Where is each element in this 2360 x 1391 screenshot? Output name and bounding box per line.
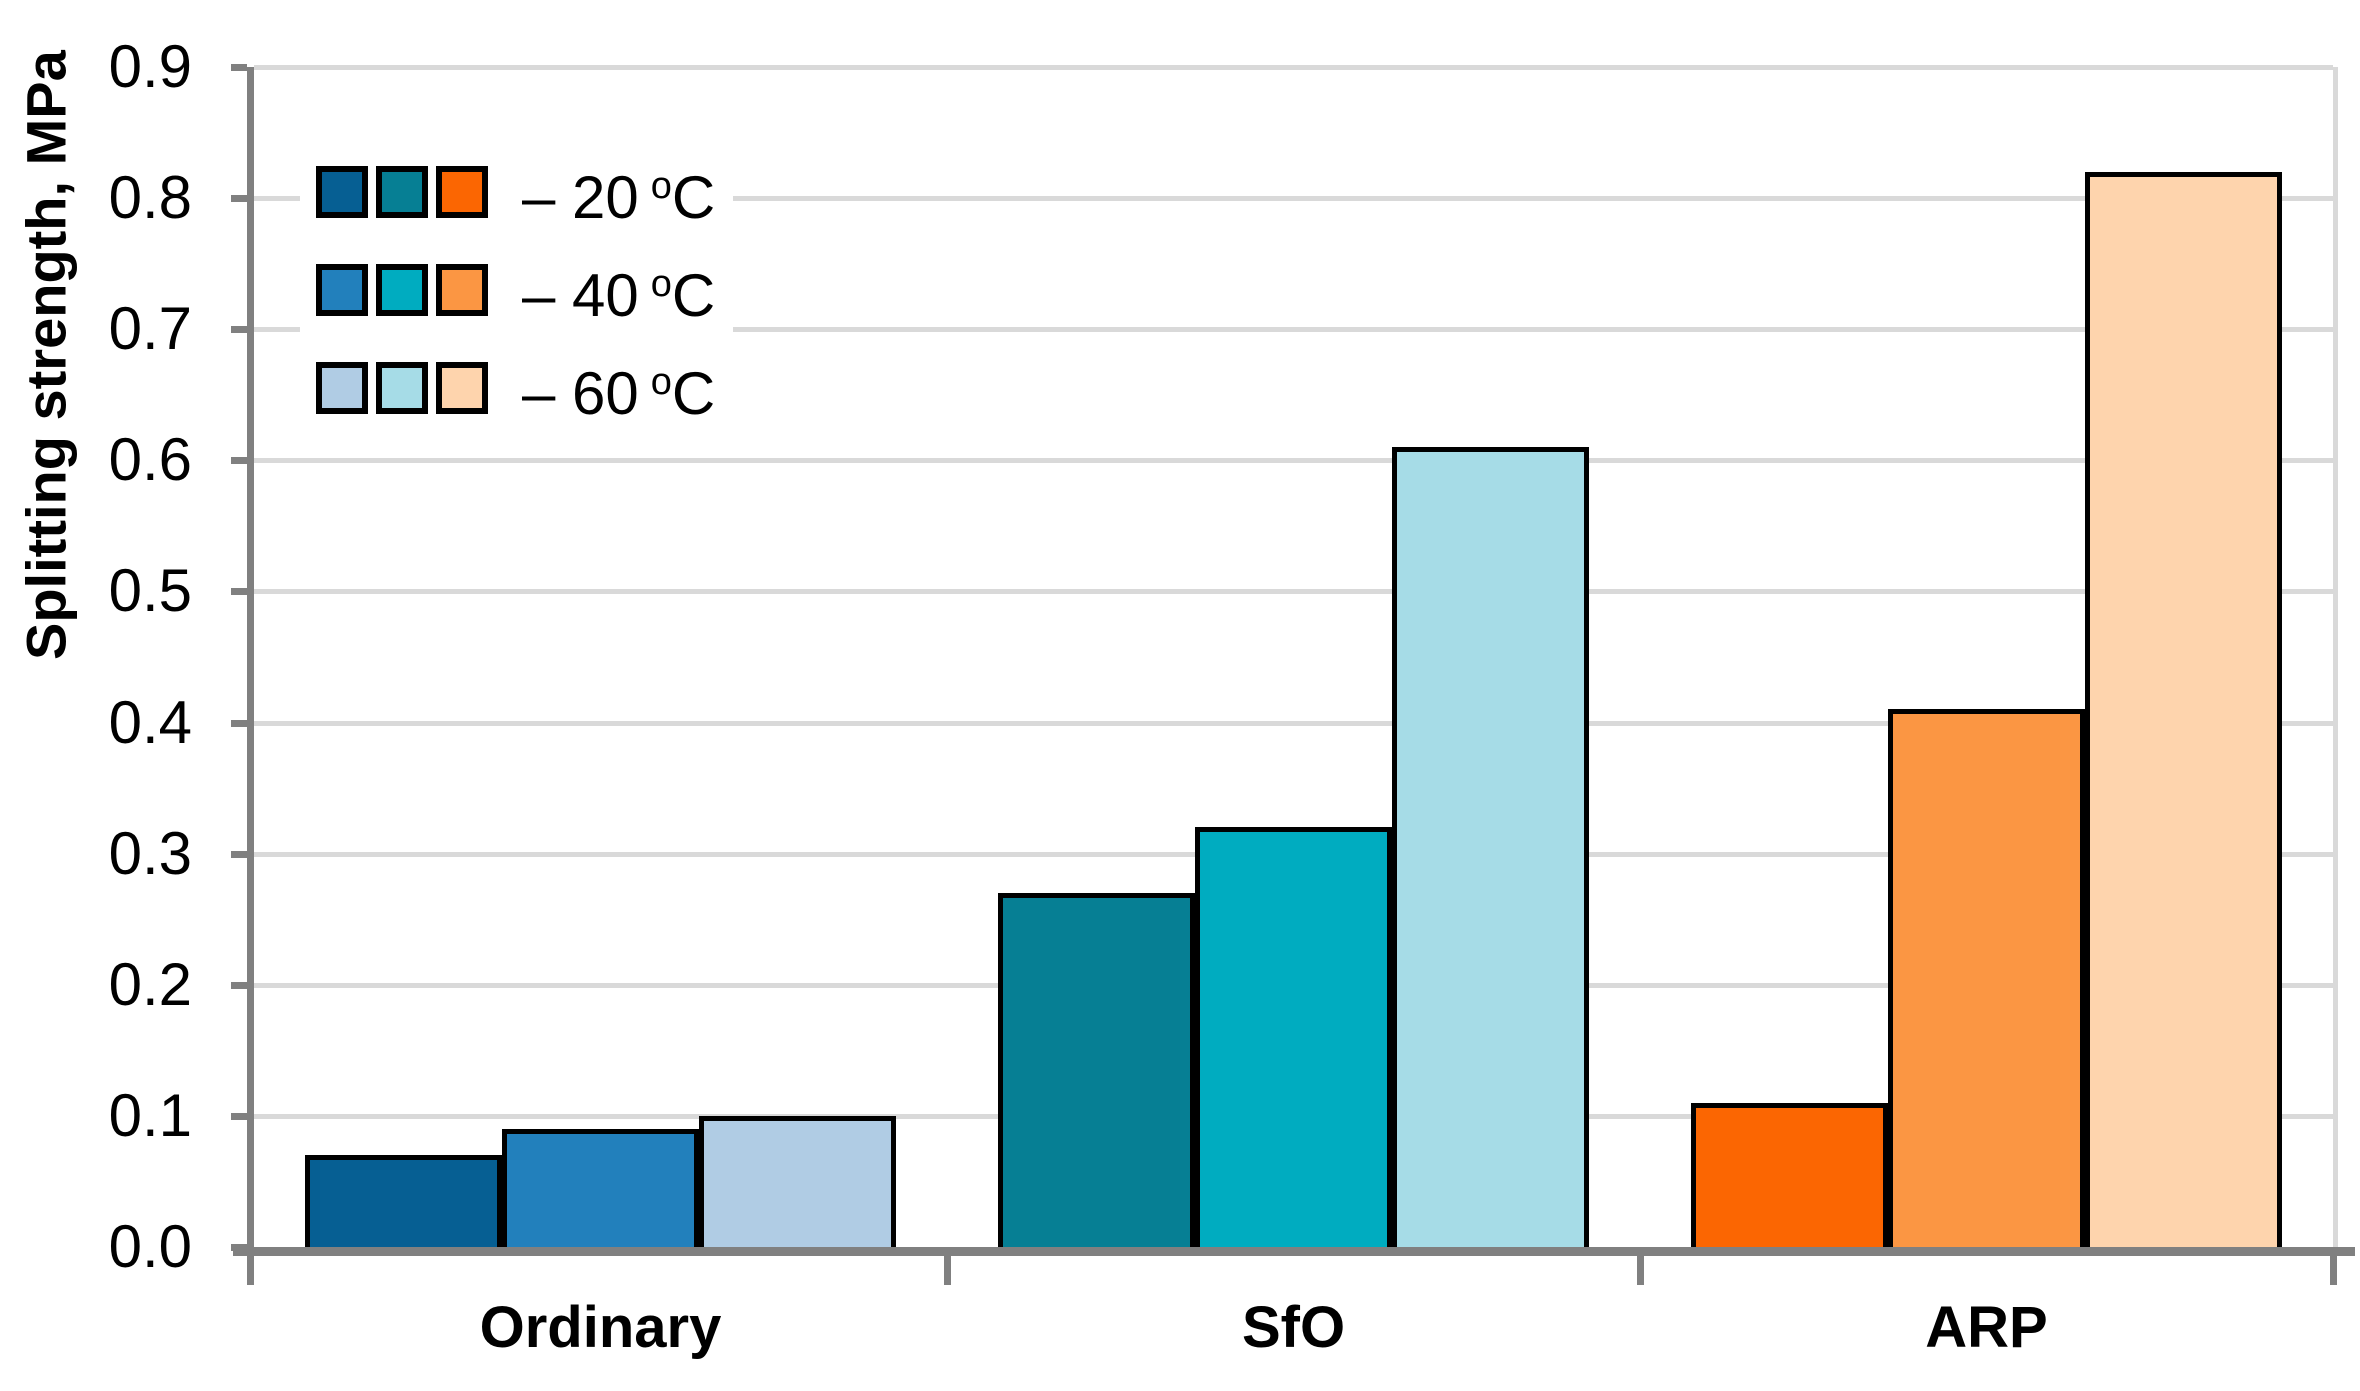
x-category-label-Ordinary: Ordinary bbox=[479, 1295, 722, 1360]
y-tick-label-0.9: 0.9 bbox=[108, 33, 192, 100]
legend-swatch-ARP-60 °C bbox=[436, 362, 488, 414]
bar-Ordinary-40 °C bbox=[502, 1129, 699, 1247]
legend-label-unit: C bbox=[671, 164, 716, 231]
x-tick-mark-2 bbox=[1637, 1251, 1644, 1285]
y-tick-mark-0.1 bbox=[231, 1113, 247, 1120]
legend-label-degree-sup: o bbox=[650, 361, 672, 403]
plot-area bbox=[254, 65, 2338, 1247]
gridline-0.7 bbox=[254, 327, 2333, 332]
y-axis-line bbox=[247, 67, 254, 1285]
legend-swatch-Ordinary-60 °C bbox=[316, 362, 368, 414]
y-tick-mark-0.0 bbox=[231, 1244, 247, 1251]
y-tick-label-0.0: 0.0 bbox=[108, 1213, 192, 1280]
gridline-0.5 bbox=[254, 589, 2333, 594]
legend-swatch-SfO-60 °C bbox=[376, 362, 428, 414]
y-tick-mark-0.2 bbox=[231, 982, 247, 989]
y-tick-label-0.8: 0.8 bbox=[108, 164, 192, 231]
legend-row-20 °C: – 20 oC bbox=[316, 154, 715, 230]
bar-SfO-40 °C bbox=[1195, 827, 1392, 1247]
y-tick-label-0.7: 0.7 bbox=[108, 295, 192, 362]
y-tick-mark-0.3 bbox=[231, 851, 247, 858]
legend-label-degree-sup: o bbox=[650, 263, 672, 305]
x-category-label-ARP: ARP bbox=[1925, 1295, 2048, 1360]
y-tick-mark-0.8 bbox=[231, 195, 247, 202]
y-tick-label-0.1: 0.1 bbox=[108, 1082, 192, 1149]
legend-swatch-ARP-20 °C bbox=[436, 166, 488, 218]
legend-swatch-ARP-40 °C bbox=[436, 264, 488, 316]
legend-swatch-SfO-40 °C bbox=[376, 264, 428, 316]
y-tick-mark-0.4 bbox=[231, 720, 247, 727]
bar-SfO-60 °C bbox=[1392, 447, 1589, 1247]
legend-label-degree-sup: o bbox=[650, 165, 672, 207]
legend-label-20 °C: – 20 oC bbox=[522, 164, 716, 231]
bar-ARP-20 °C bbox=[1691, 1103, 1888, 1247]
gridline-0.8 bbox=[254, 196, 2333, 201]
x-axis-line bbox=[233, 1247, 2355, 1256]
y-tick-mark-0.9 bbox=[231, 64, 247, 71]
y-tick-mark-0.6 bbox=[231, 457, 247, 464]
legend-row-60 °C: – 60 oC bbox=[316, 350, 715, 426]
legend-label-60 °C: – 60 oC bbox=[522, 360, 716, 427]
bar-Ordinary-20 °C bbox=[305, 1155, 502, 1247]
y-tick-label-0.4: 0.4 bbox=[108, 689, 192, 756]
legend: – 20 oC – 40 oC – 60 oC bbox=[300, 148, 734, 436]
x-tick-mark-3 bbox=[2330, 1251, 2337, 1285]
bar-ARP-40 °C bbox=[1888, 709, 2085, 1247]
y-tick-label-0.2: 0.2 bbox=[108, 951, 192, 1018]
y-tick-label-0.6: 0.6 bbox=[108, 426, 192, 493]
legend-swatch-SfO-20 °C bbox=[376, 166, 428, 218]
y-tick-mark-0.5 bbox=[231, 588, 247, 595]
legend-label-unit: C bbox=[671, 360, 716, 427]
legend-label-40 °C: – 40 oC bbox=[522, 262, 716, 329]
gridline-0.6 bbox=[254, 458, 2333, 463]
bar-SfO-20 °C bbox=[998, 893, 1195, 1247]
legend-swatch-Ordinary-40 °C bbox=[316, 264, 368, 316]
legend-label-unit: C bbox=[671, 262, 716, 329]
y-tick-label-0.5: 0.5 bbox=[108, 557, 192, 624]
legend-swatch-Ordinary-20 °C bbox=[316, 166, 368, 218]
gridline-0.4 bbox=[254, 721, 2333, 726]
bar-ARP-60 °C bbox=[2085, 172, 2282, 1247]
y-tick-label-0.3: 0.3 bbox=[108, 820, 192, 887]
y-tick-mark-0.7 bbox=[231, 326, 247, 333]
bar-Ordinary-60 °C bbox=[699, 1116, 896, 1247]
x-tick-mark-1 bbox=[944, 1251, 951, 1285]
legend-row-40 °C: – 40 oC bbox=[316, 252, 715, 328]
x-category-label-SfO: SfO bbox=[1241, 1295, 1346, 1360]
gridline-0.9 bbox=[254, 65, 2333, 70]
